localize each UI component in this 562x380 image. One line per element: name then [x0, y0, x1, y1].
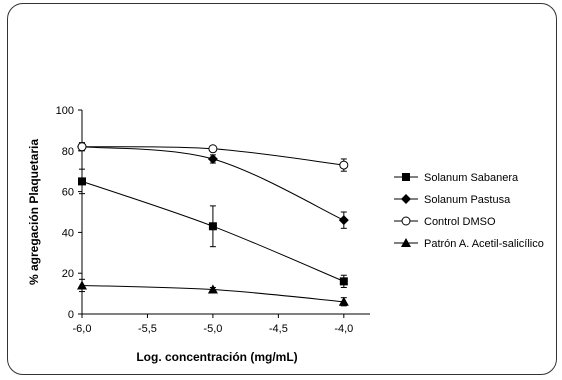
x-tick-label: -4,5 [269, 323, 288, 335]
data-point [338, 215, 349, 226]
data-point [339, 277, 348, 286]
y-tick-label: 100 [56, 105, 74, 117]
legend-marker [402, 173, 410, 181]
legend-label: Solanum Pastusa [424, 194, 511, 206]
y-tick-label: 20 [62, 268, 74, 280]
data-point [78, 177, 86, 186]
series-group [78, 168, 348, 288]
data-point [77, 142, 87, 152]
data-point [207, 153, 218, 164]
axis-ticks: 0 20 40 60 80 100 -6,0 -5,5 -5,0 -4,5 -4,0 [56, 105, 354, 335]
x-tick-label: -5,5 [138, 323, 157, 335]
data-point [338, 296, 349, 306]
legend-marker [401, 216, 411, 226]
x-tick-label: -6,0 [73, 323, 92, 335]
data-point [207, 284, 218, 294]
data-point [208, 144, 218, 154]
legend-marker [401, 238, 411, 247]
series-layer [77, 141, 349, 307]
data-point [208, 222, 217, 231]
data-point [339, 160, 349, 170]
legend: Solanum Sabanera Solanum Pastusa Control D… [394, 172, 544, 250]
y-axis-title: % agregación Plaquetaria [27, 139, 41, 285]
x-axis-title: Log. concentración (mg/mL) [136, 350, 297, 364]
y-tick-label: 60 [62, 187, 74, 199]
legend-label: Patrón A. Acetil-salicílico [424, 238, 544, 250]
chart-frame [7, 3, 557, 375]
series-group [77, 278, 349, 307]
y-tick-label: 80 [62, 146, 74, 158]
y-tick-label: 40 [62, 227, 74, 239]
x-tick-label: -5,0 [203, 323, 222, 335]
legend-label: Solanum Sabanera [424, 172, 519, 184]
legend-marker [401, 194, 411, 204]
series-group [77, 142, 349, 172]
data-point [77, 280, 87, 290]
legend-label: Control DMSO [424, 216, 496, 228]
x-tick-label: -4,0 [334, 323, 353, 335]
y-tick-label: 0 [68, 309, 74, 321]
